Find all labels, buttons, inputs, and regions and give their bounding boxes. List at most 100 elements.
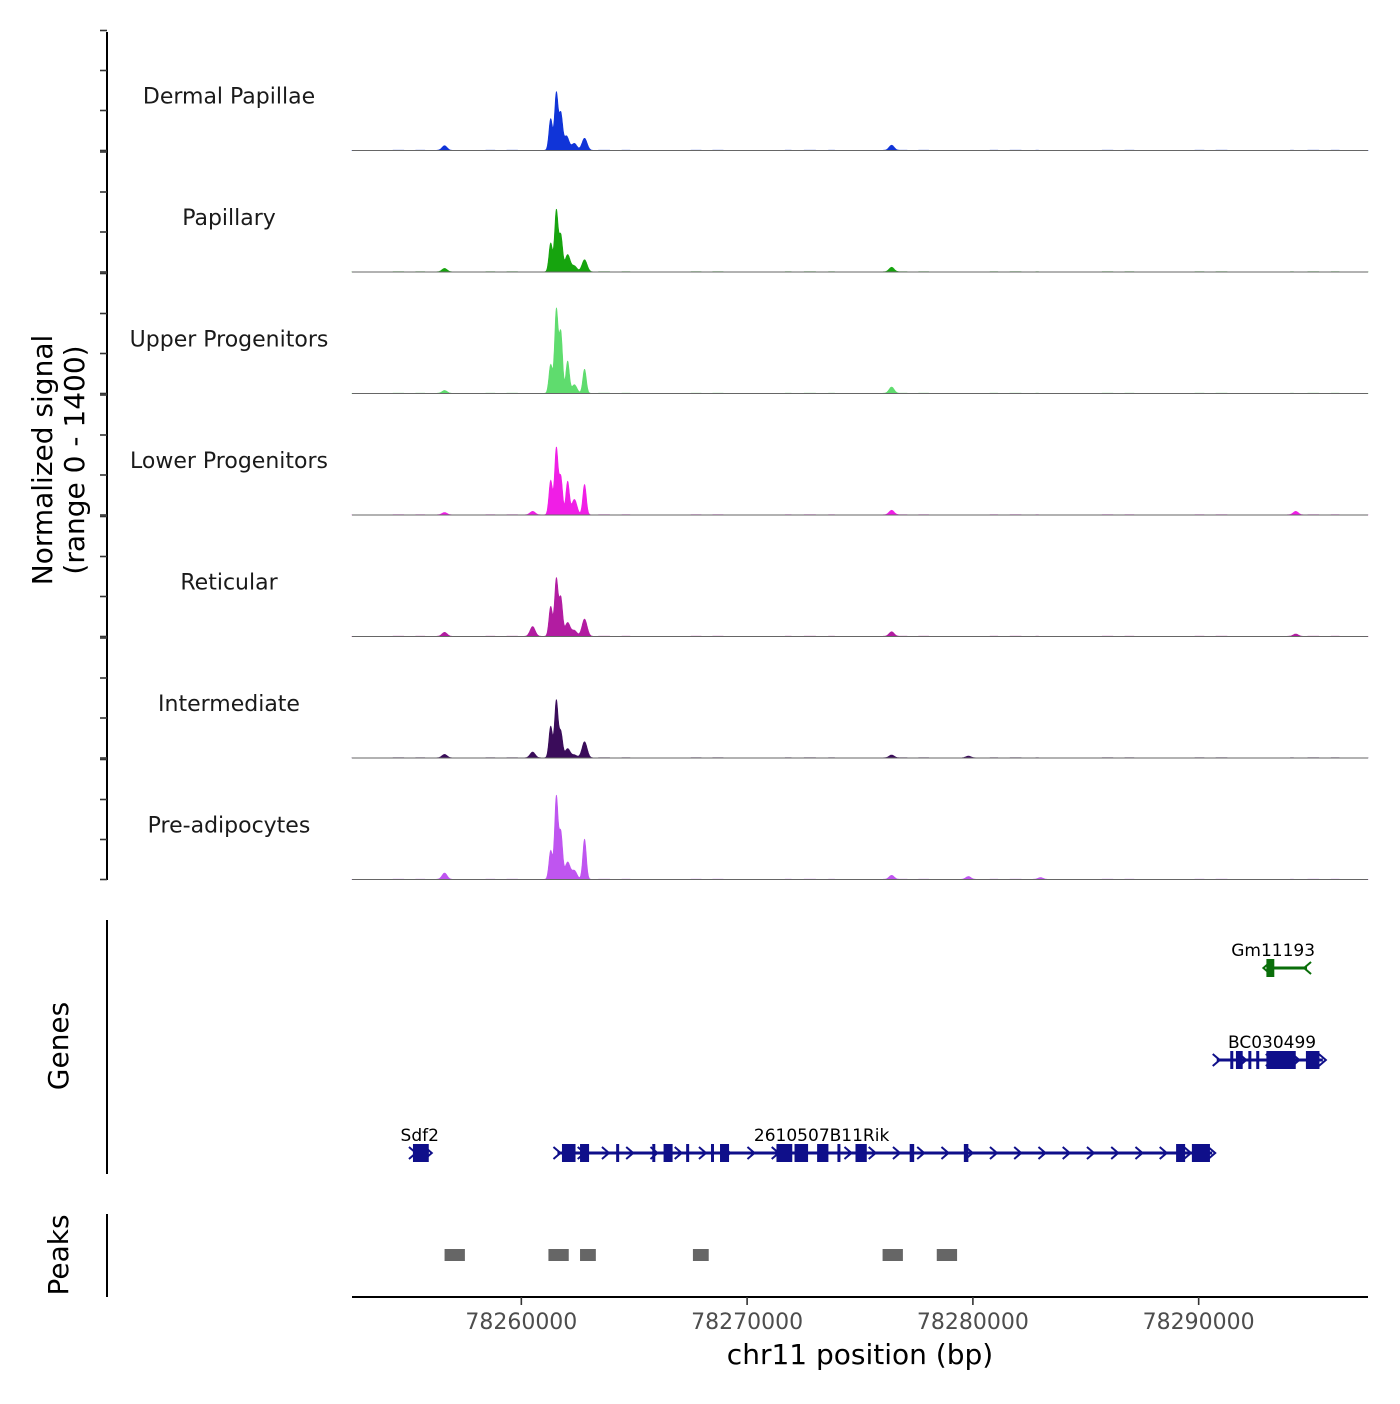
gene-exon bbox=[776, 1144, 793, 1162]
gene-model: BC030499 bbox=[1212, 1033, 1328, 1069]
strand-arrow bbox=[1302, 961, 1312, 975]
gene-exon bbox=[686, 1144, 690, 1162]
peak-region bbox=[548, 1249, 569, 1261]
gene-label: Sdf2 bbox=[401, 1126, 439, 1146]
gene-exon bbox=[817, 1144, 829, 1162]
gene-exon bbox=[1305, 1051, 1320, 1069]
peak-region bbox=[580, 1249, 596, 1261]
gene-model: 2610507B11Rik bbox=[552, 1126, 1217, 1162]
strand-arrow bbox=[1037, 1146, 1047, 1160]
x-tick-label: 78280000 bbox=[917, 1310, 1029, 1335]
gene-exon bbox=[963, 1144, 969, 1162]
strand-arrow bbox=[940, 1146, 950, 1160]
signal-track: Reticular bbox=[180, 571, 1369, 637]
signal-track: Pre-adipocytes bbox=[148, 794, 1369, 880]
track-label: Upper Progenitors bbox=[130, 328, 329, 353]
y-axis-title-line2: (range 0 - 1400) bbox=[58, 345, 91, 574]
gene-exon bbox=[580, 1144, 590, 1162]
signal-area bbox=[351, 794, 1369, 880]
signal-y-axis bbox=[100, 29, 108, 881]
strand-arrow bbox=[1062, 1146, 1072, 1160]
signal-area bbox=[351, 577, 1369, 637]
gene-track: Gm11193 BC030499 Sdf2 2610507B11Rik bbox=[106, 920, 1328, 1174]
strand-arrow bbox=[1159, 1146, 1169, 1160]
gene-exon bbox=[1176, 1144, 1186, 1162]
signal-track: Dermal Papillae bbox=[143, 85, 1369, 151]
gene-exon bbox=[720, 1144, 730, 1162]
x-tick-label: 78260000 bbox=[465, 1310, 577, 1335]
gene-exon bbox=[1266, 959, 1275, 977]
gene-exon bbox=[412, 1144, 429, 1162]
peak-region bbox=[936, 1249, 958, 1261]
track-label: Intermediate bbox=[158, 692, 300, 717]
strand-arrow bbox=[916, 1146, 926, 1160]
strand-arrow bbox=[1110, 1146, 1120, 1160]
gene-exon bbox=[1256, 1051, 1260, 1069]
track-label: Reticular bbox=[180, 571, 278, 596]
signal-area bbox=[351, 307, 1369, 394]
gene-exon bbox=[663, 1144, 673, 1162]
gene-exon bbox=[616, 1144, 620, 1162]
strand-arrow bbox=[1013, 1146, 1023, 1160]
gene-exon bbox=[1266, 1051, 1296, 1069]
strand-arrow bbox=[989, 1146, 999, 1160]
gene-exon bbox=[837, 1144, 841, 1162]
strand-arrow bbox=[698, 1146, 708, 1160]
signal-area bbox=[351, 91, 1369, 151]
gene-exon bbox=[1248, 1051, 1252, 1069]
track-label: Dermal Papillae bbox=[143, 85, 315, 110]
peak-region bbox=[882, 1249, 903, 1261]
gene-model: Gm11193 bbox=[1231, 941, 1315, 977]
gene-exon bbox=[561, 1144, 576, 1162]
gene-label: Gm11193 bbox=[1231, 941, 1315, 961]
strand-arrow bbox=[868, 1146, 878, 1160]
strand-arrow bbox=[1134, 1146, 1144, 1160]
strand-arrow bbox=[674, 1146, 684, 1160]
position-x-axis: 78260000 78270000 78280000 78290000 bbox=[352, 1296, 1368, 1335]
signal-tracks: Dermal Papillae Papillary Upper Progenitor… bbox=[130, 85, 1369, 880]
gene-exon bbox=[710, 1144, 714, 1162]
gene-exon bbox=[855, 1144, 867, 1162]
signal-track: Papillary bbox=[182, 206, 1369, 273]
peak-track bbox=[106, 1214, 958, 1297]
gene-exon bbox=[1235, 1051, 1243, 1069]
gene-model: Sdf2 bbox=[401, 1126, 439, 1162]
signal-area bbox=[351, 446, 1369, 516]
gene-exon bbox=[794, 1144, 809, 1162]
genes-axis-title: Genes bbox=[42, 1002, 75, 1090]
strand-arrow bbox=[1183, 1146, 1193, 1160]
peak-region bbox=[692, 1249, 709, 1261]
strand-arrow bbox=[552, 1146, 562, 1160]
strand-arrow bbox=[843, 1146, 853, 1160]
track-label: Papillary bbox=[182, 206, 276, 231]
peaks-axis-title: Peaks bbox=[42, 1214, 75, 1295]
gene-exon bbox=[652, 1144, 656, 1162]
signal-area bbox=[351, 208, 1369, 273]
gene-exon bbox=[909, 1144, 915, 1162]
strand-arrow bbox=[1212, 1053, 1222, 1067]
gene-label: BC030499 bbox=[1228, 1033, 1316, 1053]
signal-track: Lower Progenitors bbox=[130, 446, 1369, 516]
y-axis-title-line1: Normalized signal bbox=[26, 335, 59, 586]
track-label: Pre-adipocytes bbox=[148, 814, 311, 839]
strand-arrow bbox=[746, 1146, 756, 1160]
signal-track: Upper Progenitors bbox=[130, 307, 1369, 394]
track-label: Lower Progenitors bbox=[130, 449, 328, 474]
signal-area bbox=[351, 699, 1369, 759]
x-tick-label: 78290000 bbox=[1143, 1310, 1255, 1335]
gene-exon bbox=[1230, 1051, 1234, 1069]
strand-arrow bbox=[1086, 1146, 1096, 1160]
strand-arrow bbox=[892, 1146, 902, 1160]
x-axis-title: chr11 position (bp) bbox=[727, 1338, 993, 1371]
gene-exon bbox=[1191, 1144, 1210, 1162]
strand-arrow bbox=[1318, 1053, 1328, 1067]
strand-arrow bbox=[601, 1146, 611, 1160]
signal-track: Intermediate bbox=[158, 692, 1369, 759]
strand-arrow bbox=[625, 1146, 635, 1160]
x-tick-label: 78270000 bbox=[691, 1310, 803, 1335]
strand-arrow bbox=[1207, 1146, 1217, 1160]
peak-region bbox=[444, 1249, 465, 1261]
gene-label: 2610507B11Rik bbox=[754, 1126, 890, 1146]
